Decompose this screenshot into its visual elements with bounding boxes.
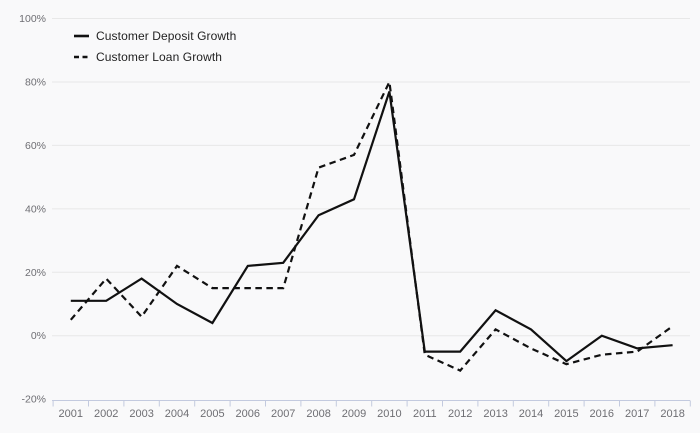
x-tick-label: 2004 (165, 408, 189, 420)
x-tick-label: 2010 (377, 408, 401, 420)
x-tick-label: 2009 (342, 408, 366, 420)
y-tick-label: 40% (25, 203, 46, 215)
x-tick-label: 2013 (483, 408, 507, 420)
x-tick-label: 2016 (590, 408, 614, 420)
x-tick-label: 2001 (59, 408, 83, 420)
x-tick-label: 2002 (94, 408, 118, 420)
x-tick-label: 2003 (129, 408, 153, 420)
legend-label-loan: Customer Loan Growth (96, 49, 223, 64)
y-tick-label: 0% (31, 330, 46, 342)
y-tick-label: 60% (25, 140, 46, 152)
x-tick-label: 2005 (200, 408, 224, 420)
y-tick-label: 20% (25, 267, 46, 279)
y-tick-label: -20% (21, 394, 46, 406)
x-tick-label: 2008 (306, 408, 330, 420)
x-tick-label: 2018 (660, 408, 684, 420)
series-line-customer-loan-growth (69, 78, 674, 372)
x-tick-label: 2007 (271, 408, 295, 420)
x-tick-label: 2012 (448, 408, 472, 420)
y-tick-label: 80% (25, 76, 46, 88)
legend-item-deposit: Customer Deposit Growth (74, 25, 236, 46)
x-tick-label: 2006 (236, 408, 260, 420)
x-tick-label: 2015 (554, 408, 578, 420)
series-line-customer-deposit-growth (70, 91, 673, 363)
x-tick-label: 2017 (625, 408, 649, 420)
dashed-line-swatch (74, 55, 89, 58)
legend: Customer Deposit Growth Customer Loan Gr… (74, 25, 236, 67)
legend-label-deposit: Customer Deposit Growth (96, 28, 237, 43)
y-tick-label: 100% (19, 13, 46, 25)
legend-item-loan: Customer Loan Growth (74, 46, 236, 67)
solid-line-swatch (74, 34, 89, 37)
x-tick-label: 2014 (519, 408, 543, 420)
x-tick-label: 2011 (413, 408, 437, 420)
